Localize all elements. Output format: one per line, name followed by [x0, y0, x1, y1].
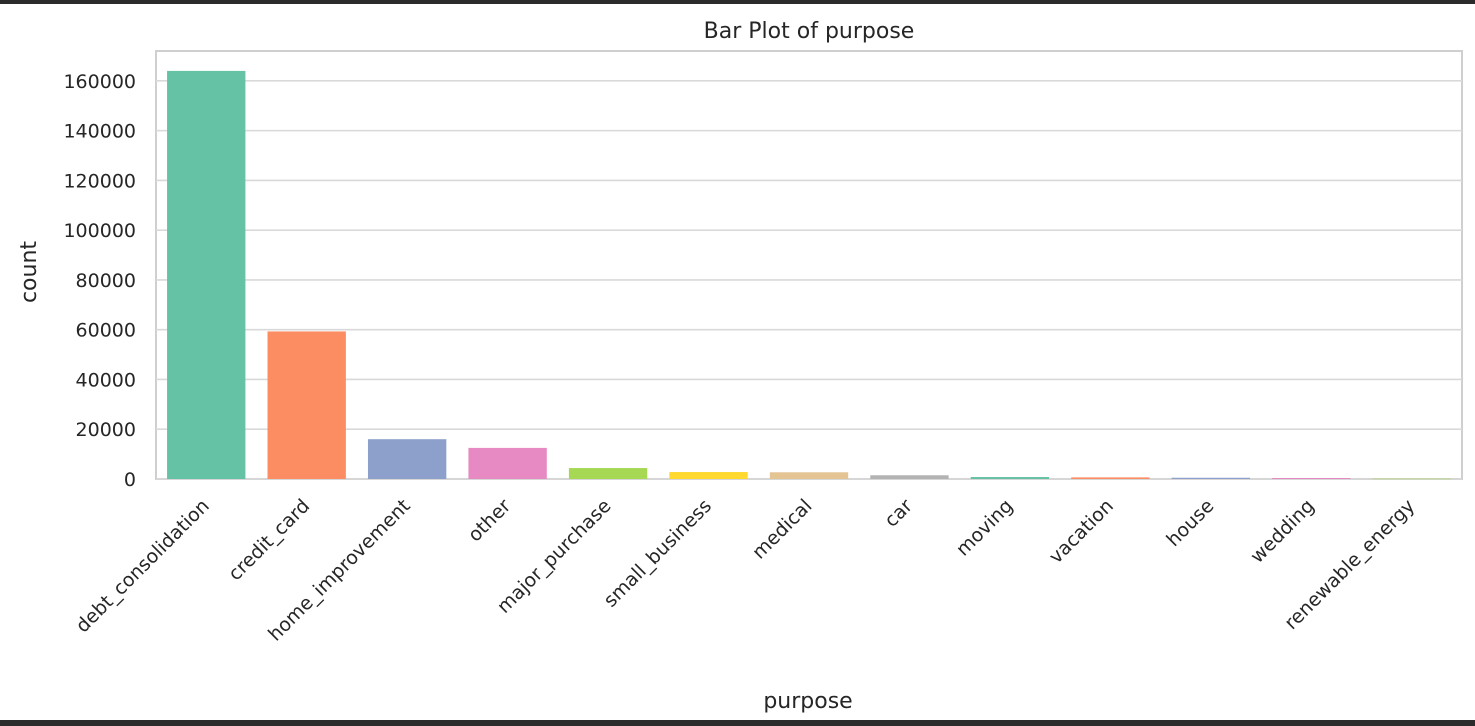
bar-major-purchase — [568, 468, 648, 479]
x-axis-label: purpose — [763, 689, 852, 714]
x-tick-label: other — [464, 495, 515, 546]
bar-debt-consolidation — [167, 70, 246, 479]
bar-vacation — [1071, 477, 1150, 479]
bar-credit-card — [267, 331, 346, 479]
bar-house — [1171, 477, 1251, 479]
x-tick-label: car — [880, 495, 917, 532]
bar-other — [468, 447, 547, 479]
y-tick-label: 160000 — [63, 71, 136, 93]
y-axis-ticks: 0 20000 40000 60000 80000 100000 120000 140000 1… — [63, 71, 136, 491]
chart-title: Bar Plot of purpose — [704, 19, 915, 44]
y-tick-label: 120000 — [63, 170, 136, 192]
x-tick-label: credit_card — [224, 495, 314, 585]
x-tick-label: debt_consolidation — [72, 495, 214, 637]
bar-small-business — [669, 472, 748, 479]
bar-renewable-energy — [1372, 478, 1451, 480]
bars — [167, 70, 1451, 480]
bar-home-improvement — [367, 439, 447, 479]
bar-wedding — [1272, 478, 1351, 479]
x-tick-label: small_business — [599, 495, 716, 612]
bar-chart: 0 20000 40000 60000 80000 100000 120000 140000 1… — [17, 19, 1463, 714]
y-tick-label: 80000 — [76, 270, 136, 292]
bar-moving — [970, 477, 1050, 479]
x-tick-label: house — [1162, 495, 1218, 551]
bar-medical — [769, 472, 849, 479]
y-tick-label: 40000 — [76, 369, 136, 391]
x-tick-label: medical — [748, 495, 817, 564]
bar-car — [870, 475, 949, 479]
y-tick-label: 60000 — [76, 320, 136, 342]
chart-figure: 0 20000 40000 60000 80000 100000 120000 140000 1… — [0, 4, 1475, 720]
x-tick-label: moving — [952, 495, 1018, 561]
x-tick-label: vacation — [1045, 495, 1118, 568]
x-axis-ticks: debt_consolidation credit_cardhome_improv… — [72, 495, 1420, 646]
y-tick-label: 100000 — [63, 220, 136, 242]
y-tick-label: 20000 — [76, 419, 136, 441]
y-tick-label: 140000 — [63, 121, 136, 143]
y-tick-label: 0 — [124, 469, 136, 491]
plot-area — [155, 50, 1463, 480]
y-axis-label: count — [17, 241, 42, 303]
x-tick-label: wedding — [1246, 495, 1319, 568]
grid-lines — [156, 80, 1462, 480]
